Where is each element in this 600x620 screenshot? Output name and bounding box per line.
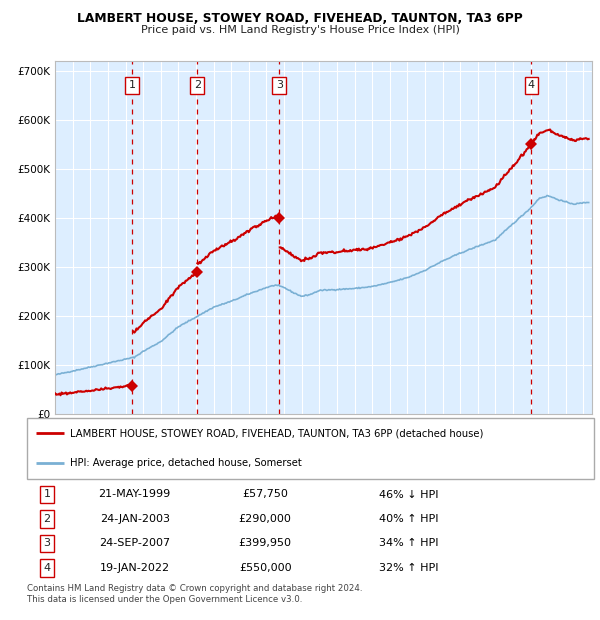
Text: £290,000: £290,000 [239,514,292,524]
Text: Price paid vs. HM Land Registry's House Price Index (HPI): Price paid vs. HM Land Registry's House … [140,25,460,35]
Text: Contains HM Land Registry data © Crown copyright and database right 2024.: Contains HM Land Registry data © Crown c… [27,584,362,593]
Text: 3: 3 [43,538,50,549]
Text: This data is licensed under the Open Government Licence v3.0.: This data is licensed under the Open Gov… [27,595,302,604]
Text: 4: 4 [528,81,535,91]
Text: 24-SEP-2007: 24-SEP-2007 [99,538,170,549]
Text: 2: 2 [43,514,50,524]
Text: LAMBERT HOUSE, STOWEY ROAD, FIVEHEAD, TAUNTON, TA3 6PP (detached house): LAMBERT HOUSE, STOWEY ROAD, FIVEHEAD, TA… [70,428,483,438]
Text: 2: 2 [194,81,201,91]
Text: LAMBERT HOUSE, STOWEY ROAD, FIVEHEAD, TAUNTON, TA3 6PP: LAMBERT HOUSE, STOWEY ROAD, FIVEHEAD, TA… [77,12,523,25]
Text: £399,950: £399,950 [239,538,292,549]
Text: 4: 4 [43,563,50,573]
FancyBboxPatch shape [27,418,594,479]
Text: £550,000: £550,000 [239,563,292,573]
Text: 32% ↑ HPI: 32% ↑ HPI [379,563,438,573]
Text: 34% ↑ HPI: 34% ↑ HPI [379,538,438,549]
Text: 40% ↑ HPI: 40% ↑ HPI [379,514,438,524]
Text: 1: 1 [43,489,50,500]
Text: 3: 3 [276,81,283,91]
Text: 19-JAN-2022: 19-JAN-2022 [100,563,170,573]
Text: £57,750: £57,750 [242,489,288,500]
Text: 24-JAN-2003: 24-JAN-2003 [100,514,170,524]
Text: 1: 1 [129,81,136,91]
Text: HPI: Average price, detached house, Somerset: HPI: Average price, detached house, Some… [70,458,301,469]
Text: 21-MAY-1999: 21-MAY-1999 [98,489,171,500]
Text: 46% ↓ HPI: 46% ↓ HPI [379,489,438,500]
